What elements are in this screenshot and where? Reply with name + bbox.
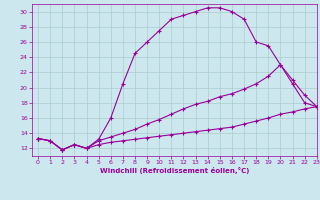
X-axis label: Windchill (Refroidissement éolien,°C): Windchill (Refroidissement éolien,°C) [100, 167, 249, 174]
